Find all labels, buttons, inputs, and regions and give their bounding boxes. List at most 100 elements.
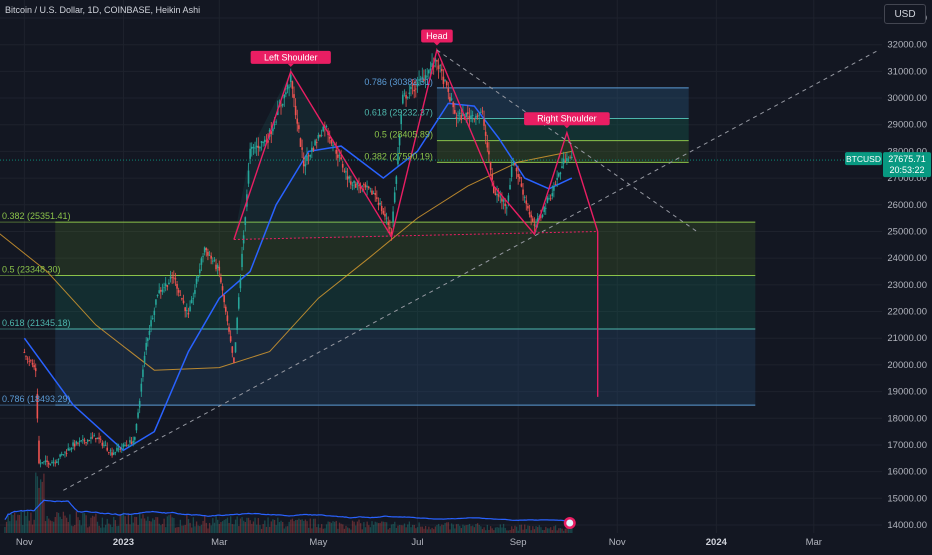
candle-body [171, 277, 173, 278]
candle-body [210, 255, 212, 259]
candle-body [315, 142, 318, 144]
volume-bar [95, 513, 97, 533]
volume-bar [9, 521, 11, 533]
time-tick-label: Nov [16, 537, 33, 548]
volume-bar [160, 525, 162, 533]
candle [198, 263, 201, 278]
candle [142, 365, 144, 382]
candle [86, 438, 89, 445]
volume-bar [213, 522, 216, 533]
volume-bar [262, 524, 264, 533]
candle-body [340, 157, 342, 160]
candle [288, 84, 290, 97]
candle-body [562, 158, 565, 164]
candle [160, 287, 162, 299]
candle-body [213, 259, 216, 261]
candle [127, 444, 130, 447]
candle [161, 283, 164, 295]
volume-bar [64, 515, 66, 533]
candle [189, 300, 191, 313]
candle [231, 345, 234, 358]
candle [215, 258, 217, 272]
volume-bar [398, 524, 401, 533]
candle-body [413, 89, 415, 92]
volume-bar [20, 510, 22, 533]
candle-body [39, 463, 42, 465]
volume-bar [91, 515, 94, 533]
candle-body [127, 445, 130, 447]
price-tick-label: 23000.00 [887, 280, 927, 291]
volume-bar [486, 524, 488, 533]
candle-body [415, 88, 417, 90]
volume-bar [470, 526, 472, 533]
candle-body [122, 444, 125, 447]
candle-body [390, 231, 393, 235]
candle-body [488, 150, 490, 155]
volume-bar [545, 526, 547, 533]
volume-bar [455, 524, 458, 533]
candle-body [161, 289, 164, 292]
candle-body [483, 119, 485, 126]
volume-bar [374, 521, 376, 533]
candle-body [90, 437, 92, 439]
candle [351, 181, 354, 191]
pattern-annotation: Head [421, 29, 453, 46]
candle [121, 443, 123, 453]
candle-body [99, 438, 102, 440]
volume-bar [369, 527, 372, 533]
volume-bar [36, 476, 39, 533]
candle [31, 359, 34, 368]
candle [224, 304, 227, 315]
candle-body [59, 454, 61, 457]
candle [554, 180, 557, 186]
candle [78, 437, 81, 447]
candle [366, 180, 368, 196]
candle [562, 151, 565, 169]
candle [39, 459, 42, 468]
candle-body [458, 112, 461, 115]
candle [221, 283, 224, 297]
candle [54, 459, 57, 467]
candle [376, 190, 378, 202]
candle [369, 187, 372, 193]
candle [101, 440, 104, 449]
volume-bar [142, 514, 144, 533]
candle [436, 59, 438, 71]
volume-bar [282, 521, 284, 533]
candle-body [364, 184, 367, 188]
candle [470, 109, 472, 123]
price-tick-label: 16000.00 [887, 467, 927, 478]
volume-bar [93, 516, 95, 533]
candle [262, 141, 264, 147]
candle [134, 436, 136, 445]
candle-body [114, 452, 117, 453]
candle-body [302, 157, 305, 167]
currency-button[interactable]: USD [884, 4, 926, 24]
volume-bar [407, 524, 409, 533]
candle-body [283, 94, 286, 99]
candle-body [132, 440, 134, 443]
candle-body [377, 202, 380, 206]
volume-bar [480, 526, 482, 533]
volume-bar [166, 516, 169, 533]
volume-bar [25, 515, 27, 533]
candle [150, 315, 152, 333]
candle [41, 462, 44, 465]
volume-bar [18, 515, 21, 533]
candle-body [26, 358, 29, 360]
volume-bar [54, 517, 56, 533]
candle-body [541, 215, 544, 217]
candle-body [224, 306, 227, 312]
candle [80, 440, 83, 443]
volume-bar [161, 523, 164, 533]
pattern-fill [233, 71, 392, 240]
candle-body [197, 276, 199, 278]
candle [320, 129, 323, 138]
price-tick-label: 18000.00 [887, 413, 927, 424]
candle-body [239, 278, 242, 289]
candle [171, 272, 173, 284]
candle-body [328, 137, 331, 139]
candle [393, 186, 396, 204]
candle [59, 453, 61, 460]
